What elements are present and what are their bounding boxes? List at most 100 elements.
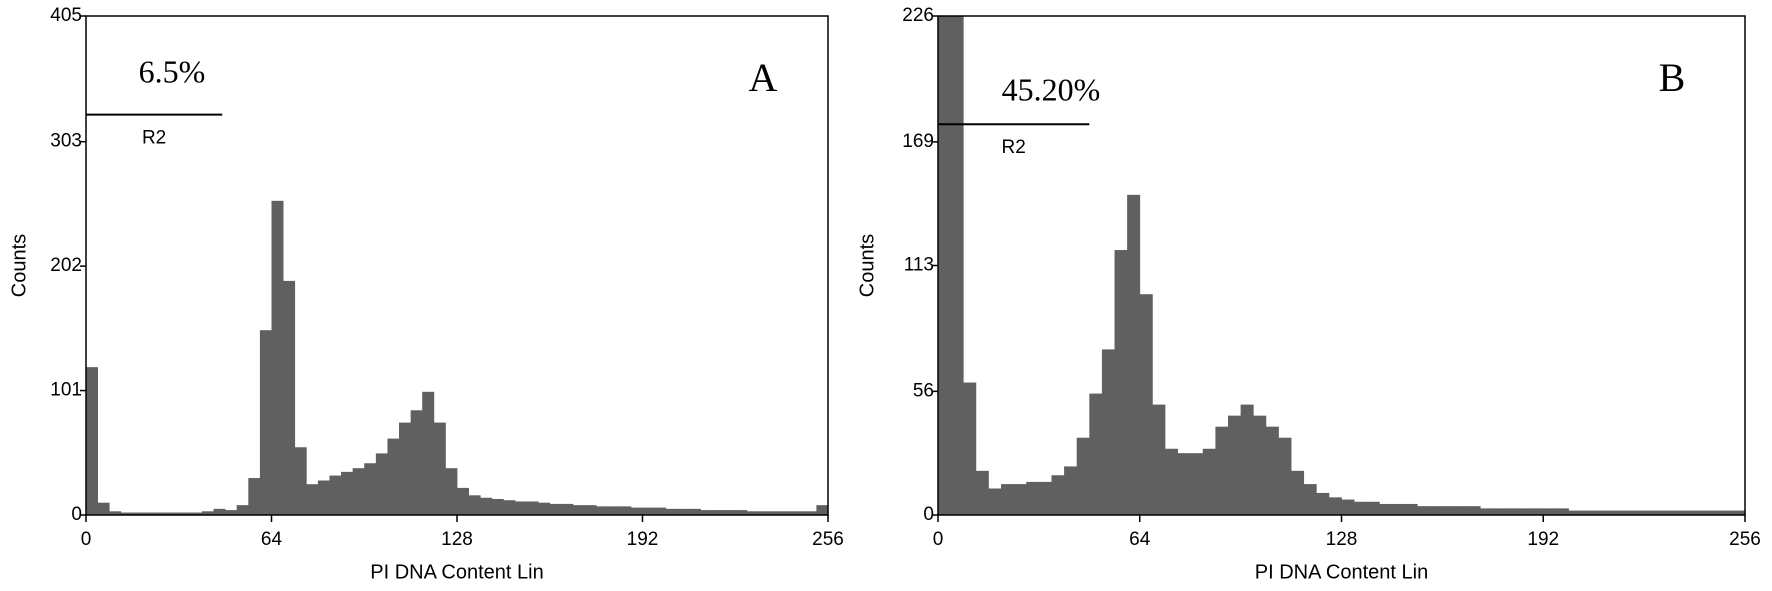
bar (619, 506, 632, 515)
bar (1618, 510, 1632, 515)
bar (329, 475, 342, 515)
bar (1644, 510, 1658, 515)
bar (375, 453, 388, 515)
bar (1669, 510, 1683, 515)
bar (1152, 404, 1166, 515)
bar (712, 510, 725, 515)
x-axis-label: PI DNA Content Lin (370, 561, 543, 583)
bar (1215, 426, 1229, 515)
bar (306, 484, 319, 515)
bar (1681, 510, 1695, 515)
bar (1719, 510, 1733, 515)
bar (1530, 508, 1544, 515)
bar (468, 495, 481, 515)
bar (1417, 506, 1431, 515)
bar (963, 382, 977, 515)
bar (201, 511, 214, 515)
bar (399, 422, 412, 515)
bar (596, 506, 609, 515)
x-axis-label: PI DNA Content Lin (1255, 561, 1428, 583)
bar (1391, 503, 1405, 515)
bar (248, 478, 261, 515)
bar (975, 470, 989, 515)
bar (1038, 481, 1052, 515)
bar (1316, 492, 1330, 515)
y-tick-label: 303 (50, 131, 82, 152)
bar (1379, 503, 1393, 515)
bar (950, 16, 964, 515)
bar (1139, 294, 1153, 515)
y-axis-label: Counts (856, 234, 878, 297)
bar (938, 16, 952, 515)
bar (132, 512, 145, 515)
bar (526, 501, 539, 515)
y-tick-label: 56 (913, 380, 934, 401)
bar (1051, 475, 1065, 515)
bar (433, 422, 446, 515)
bar (514, 501, 527, 515)
panel: 0 56 113 169 226 0 64 128 192 256 PI DNA Content L… (856, 5, 1761, 583)
bar (387, 438, 400, 515)
bar (236, 505, 249, 515)
bar (1013, 484, 1027, 515)
y-tick-label: 101 (50, 380, 82, 401)
x-tick-label: 192 (627, 529, 659, 550)
x-tick-label: 128 (1326, 529, 1358, 550)
bar (155, 512, 168, 515)
bar (120, 512, 133, 515)
gate-label: R2 (1002, 137, 1026, 158)
bar (1328, 497, 1342, 515)
panel: 0 101 202 303 405 0 64 128 192 256 PI DNA Content … (8, 5, 844, 583)
bar (1303, 484, 1317, 515)
bar (317, 480, 330, 515)
bar (758, 511, 771, 515)
bar (1101, 349, 1115, 515)
bar (178, 512, 191, 515)
y-tick-label: 113 (904, 255, 934, 276)
gate-percent: 45.20% (1002, 71, 1101, 107)
bar (1366, 501, 1380, 515)
bar (1278, 437, 1292, 515)
bar (410, 410, 423, 515)
bar (1454, 506, 1468, 515)
y-tick-label: 202 (50, 255, 82, 276)
bar (1480, 508, 1494, 515)
bar (445, 468, 458, 515)
bar (538, 502, 551, 515)
bar (988, 488, 1002, 515)
bar (1518, 508, 1532, 515)
bar (1177, 453, 1191, 515)
bar (1341, 499, 1355, 515)
bar (213, 508, 226, 515)
bar (1253, 415, 1267, 515)
bar (1606, 510, 1620, 515)
x-tick-label: 64 (261, 529, 283, 550)
bar (86, 367, 98, 515)
bar (503, 500, 516, 515)
bar (1568, 510, 1582, 515)
bar (1001, 484, 1015, 515)
bar (642, 507, 655, 515)
bar (1127, 194, 1141, 515)
bar (1354, 501, 1368, 515)
bar (1114, 250, 1128, 515)
bar (607, 506, 620, 515)
bar (225, 510, 238, 515)
x-tick-label: 128 (441, 529, 473, 550)
y-tick-label: 169 (902, 131, 934, 152)
y-tick-label: 0 (923, 504, 934, 525)
bar (1228, 415, 1242, 515)
bar (1543, 508, 1557, 515)
bar (1026, 481, 1040, 515)
bar (422, 391, 435, 515)
bar (491, 498, 504, 515)
bar (688, 508, 701, 515)
bar (677, 508, 690, 515)
bar (167, 512, 180, 515)
bar (1707, 510, 1721, 515)
bar (294, 447, 307, 515)
bar (341, 471, 354, 515)
bar (259, 330, 272, 515)
bar (190, 512, 203, 515)
